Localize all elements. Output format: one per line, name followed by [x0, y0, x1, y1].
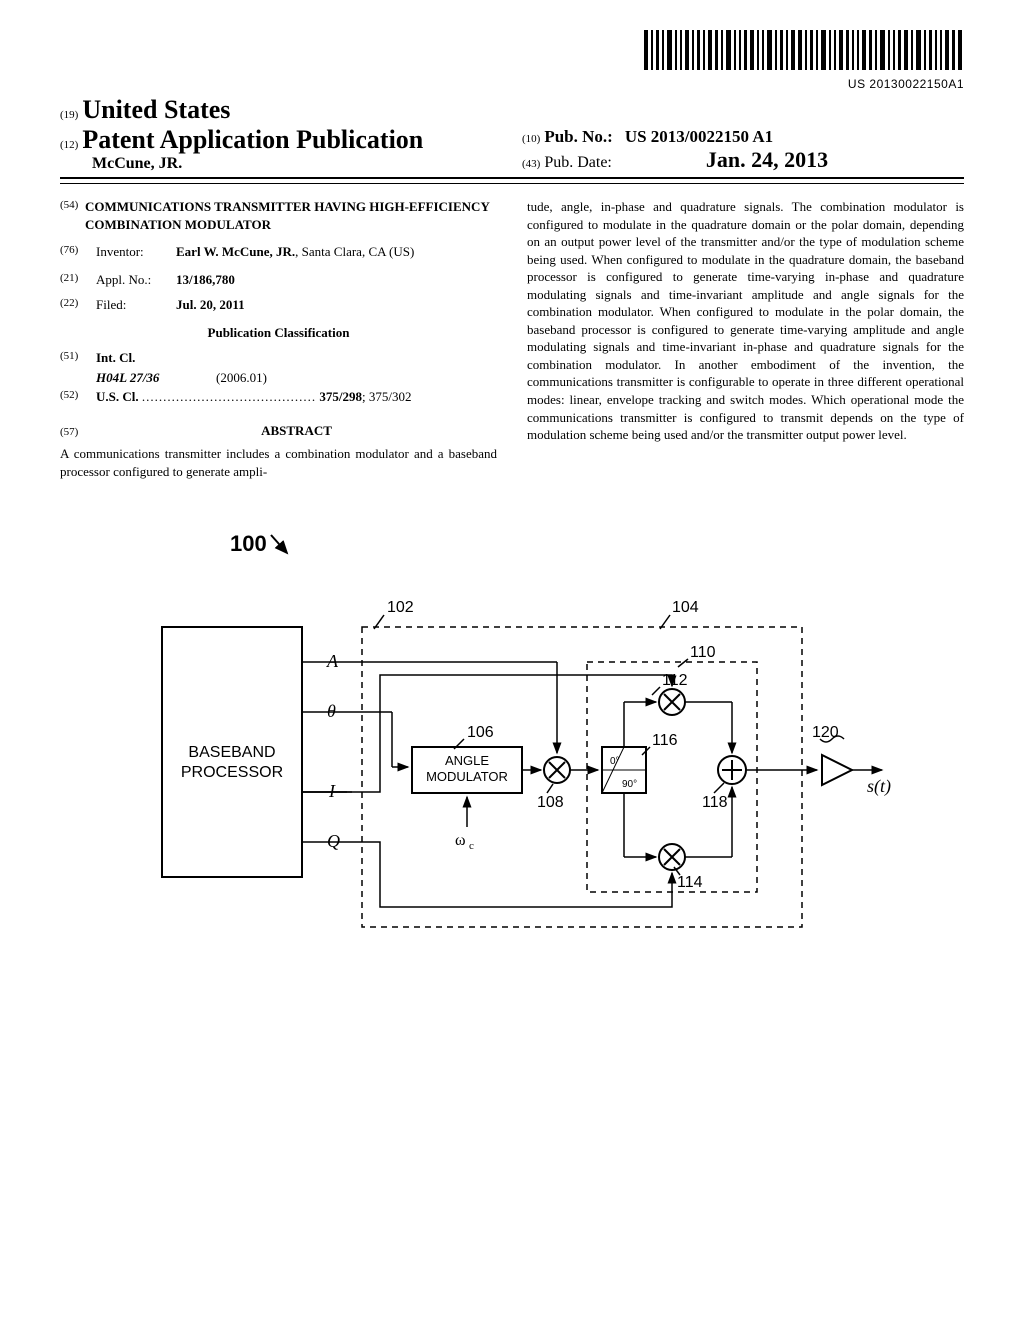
processor-label: PROCESSOR: [181, 764, 283, 781]
uscl-label: U.S. Cl.: [96, 389, 139, 404]
uscl-val: 375/298: [319, 389, 362, 404]
ref-116: 116: [652, 732, 678, 749]
field-54-num: (54): [60, 198, 85, 233]
left-column: (54) COMMUNICATIONS TRANSMITTER HAVING H…: [60, 198, 497, 481]
intcl-label: Int. Cl.: [96, 350, 135, 365]
pub-date: Jan. 24, 2013: [706, 147, 828, 172]
barcode-block: US 20130022150A1: [60, 30, 964, 91]
figure: 100 BASEBAND PROCESSOR A: [60, 531, 964, 947]
author: McCune, JR.: [92, 155, 182, 172]
ref-104: 104: [672, 599, 699, 616]
body-columns: (54) COMMUNICATIONS TRANSMITTER HAVING H…: [60, 198, 964, 481]
angle-label: ANGLE: [445, 753, 489, 768]
applno-label: Appl. No.:: [96, 271, 176, 289]
field-22-num: (22): [60, 296, 96, 314]
barcode-text: US 20130022150A1: [60, 77, 964, 91]
ref-106: 106: [467, 724, 494, 741]
field-19: (19): [60, 109, 78, 121]
uscl-val2: ; 375/302: [362, 389, 411, 404]
field-76-num: (76): [60, 243, 96, 261]
inventor-loc: , Santa Clara, CA (US): [295, 244, 414, 259]
right-column: tude, angle, in-phase and quadrature sig…: [527, 198, 964, 481]
pub-date-label: Pub. Date:: [544, 154, 612, 171]
pub-no-label: Pub. No.:: [544, 127, 612, 146]
uscl-dots: ........................................…: [142, 389, 316, 404]
modulator-label: MODULATOR: [426, 769, 508, 784]
ref-118: 118: [702, 794, 728, 811]
field-10: (10): [522, 133, 540, 145]
filed-label: Filed:: [96, 296, 176, 314]
omega-c: ω: [455, 832, 466, 849]
field-43: (43): [522, 158, 540, 170]
pub-no: US 2013/0022150 A1: [625, 127, 773, 146]
intcl-date: (2006.01): [216, 369, 267, 387]
field-51-num: (51): [60, 349, 96, 367]
pubclass-heading: Publication Classification: [60, 324, 497, 342]
ref-100: 100: [230, 531, 267, 556]
omega-c-sub: c: [469, 840, 474, 852]
deg90: 90°: [622, 779, 637, 790]
barcode: [644, 30, 964, 70]
invention-title: COMMUNICATIONS TRANSMITTER HAVING HIGH-E…: [85, 198, 497, 233]
intcl-code: H04L 27/36: [96, 370, 159, 385]
inventor-label: Inventor:: [96, 243, 176, 261]
filed-val: Jul. 20, 2011: [176, 297, 245, 312]
abstract-right: tude, angle, in-phase and quadrature sig…: [527, 198, 964, 444]
field-52-num: (52): [60, 388, 96, 406]
pub-type: Patent Application Publication: [82, 125, 423, 154]
sig-A: A: [326, 651, 339, 671]
deg0: 0°: [610, 756, 620, 767]
ref-120: 120: [812, 724, 839, 741]
sig-I: I: [328, 781, 336, 801]
field-21-num: (21): [60, 271, 96, 289]
sig-theta: θ: [327, 701, 336, 721]
applno-val: 13/186,780: [176, 272, 235, 287]
field-57-num: (57): [60, 425, 96, 440]
ref-108: 108: [537, 794, 564, 811]
header: (19) United States (12) Patent Applicati…: [60, 95, 964, 184]
abstract-left: A communications transmitter includes a …: [60, 445, 497, 480]
inventor-name: Earl W. McCune, JR.: [176, 244, 295, 259]
ref-110: 110: [690, 644, 716, 661]
sig-Q: Q: [327, 831, 340, 851]
country: United States: [82, 95, 230, 124]
ref-114: 114: [677, 874, 703, 891]
block-diagram: BASEBAND PROCESSOR A θ I Q 102 104 ANGLE…: [132, 567, 892, 947]
field-12: (12): [60, 139, 78, 151]
ref-102: 102: [387, 599, 414, 616]
baseband-label: BASEBAND: [188, 744, 275, 761]
abstract-heading: ABSTRACT: [96, 422, 497, 440]
output-label: s(t): [867, 776, 891, 797]
